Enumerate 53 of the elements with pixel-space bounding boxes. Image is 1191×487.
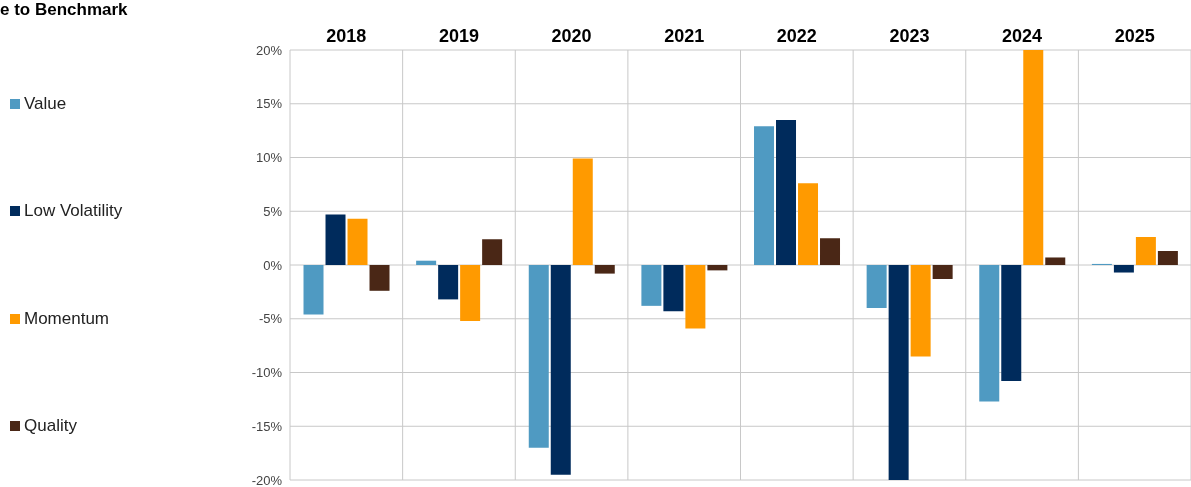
legend-label: Low Volatility (24, 201, 123, 222)
bar (438, 265, 459, 300)
bar (325, 214, 346, 265)
x-tick-label: 2021 (664, 26, 705, 46)
bar (888, 265, 909, 480)
bar (1157, 251, 1178, 265)
y-tick-label: -20% (251, 472, 283, 487)
bar (594, 265, 615, 274)
x-tick-label: 2018 (326, 26, 367, 46)
bar (663, 265, 684, 312)
bar (303, 265, 324, 315)
bar (641, 265, 662, 306)
x-tick-label: 2022 (776, 26, 817, 46)
legend-label: Momentum (24, 308, 110, 329)
bar (776, 119, 797, 265)
y-tick-label: -10% (251, 365, 283, 381)
y-tick-label: 5% (263, 203, 283, 219)
bar (707, 265, 728, 271)
x-tick-label: 2019 (438, 26, 479, 46)
legend-label: Quality (24, 416, 77, 437)
bar (347, 218, 368, 265)
bar (572, 158, 593, 265)
bar (820, 238, 841, 265)
bar (1113, 265, 1134, 273)
bar (528, 265, 549, 448)
x-tick-label: 2020 (551, 26, 592, 46)
bar (685, 265, 706, 329)
y-tick-label: -5% (258, 311, 283, 327)
x-tick-label: 2023 (889, 26, 930, 46)
bar (798, 183, 819, 265)
bar (932, 265, 953, 279)
legend-label: Value (24, 93, 67, 114)
bar (1045, 257, 1066, 265)
y-tick-label: 20% (255, 42, 283, 58)
bar (482, 239, 503, 265)
y-tick-label: -15% (251, 418, 283, 434)
text: e to Benchmark (0, 0, 128, 20)
y-tick-label: 15% (255, 96, 283, 112)
bar (979, 265, 1000, 402)
y-tick-label: 0% (263, 257, 283, 273)
bar (1023, 50, 1044, 265)
bar (1135, 237, 1156, 265)
x-tick-label: 2025 (1114, 26, 1155, 46)
bar (460, 265, 481, 321)
bar (910, 265, 931, 357)
y-tick-label: 10% (255, 150, 283, 166)
x-tick-label: 2024 (1002, 26, 1043, 46)
bar (754, 126, 775, 265)
bar (1001, 265, 1022, 382)
bar (550, 265, 571, 475)
bar (416, 260, 437, 265)
bar (369, 265, 390, 291)
bar (866, 265, 887, 308)
